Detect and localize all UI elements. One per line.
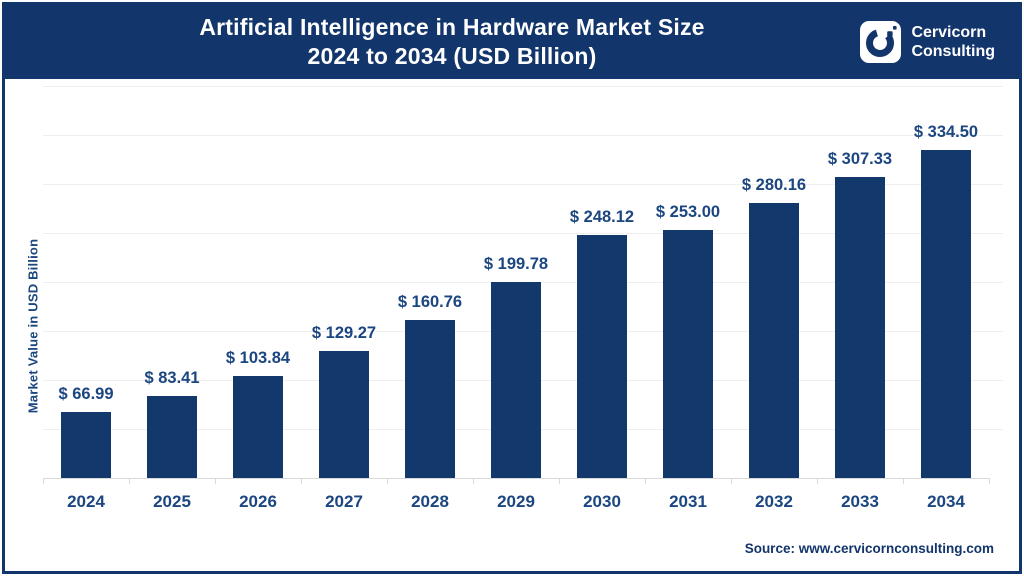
bar-2033 [835,176,885,478]
header-bar: Artificial Intelligence in Hardware Mark… [5,5,1019,79]
chart-title-line1: Artificial Intelligence in Hardware Mark… [199,14,705,40]
logo-text-line2: Consulting [911,43,995,60]
x-axis-label-2027: 2027 [325,492,363,511]
company-logo: Cervicorn Consulting [860,21,995,63]
bar-2032 [749,203,799,478]
x-axis-tick [301,478,302,484]
bar-value-label-2027: $ 129.27 [311,324,377,343]
bar-2025 [147,396,197,478]
logo-badge [860,21,902,63]
x-axis-label-2028: 2028 [411,492,449,511]
bar-2029 [491,282,541,478]
x-axis-line [43,478,990,479]
bar-value-label-2032: $ 280.16 [741,176,807,195]
x-axis-label-2034: 2034 [927,492,965,511]
x-axis-label-2030: 2030 [583,492,621,511]
gridline-250 [43,233,1003,234]
bar-2028 [405,320,455,478]
bar-2026 [233,376,283,478]
logo-text-line1: Cervicorn [911,24,987,41]
bar-2024 [61,412,111,478]
bar-value-label-2024: $ 66.99 [58,385,114,404]
x-axis-tick [731,478,732,484]
logo-text: Cervicorn Consulting [911,23,995,61]
bar-value-label-2029: $ 199.78 [483,255,549,274]
bar-value-label-2033: $ 307.33 [827,149,893,168]
bar-value-label-2028: $ 160.76 [397,293,463,312]
x-axis-tick [473,478,474,484]
x-axis-label-2024: 2024 [67,492,105,511]
bar-value-label-2026: $ 103.84 [225,349,291,368]
x-axis-label-2032: 2032 [755,492,793,511]
bar-2034 [921,150,971,478]
cervicorn-c-icon [866,26,898,57]
x-axis-tick [817,478,818,484]
x-axis-tick [559,478,560,484]
chart-title-line2: 2024 to 2034 (USD Billion) [307,43,597,69]
bar-2027 [319,351,369,478]
x-axis-label-2026: 2026 [239,492,277,511]
gridline-350 [43,135,1003,136]
gridline-400 [43,86,1003,87]
bar-2031 [663,230,713,478]
x-axis-tick [989,478,990,484]
x-axis-label-2029: 2029 [497,492,535,511]
x-axis-tick [645,478,646,484]
x-axis-label-2033: 2033 [841,492,879,511]
bar-value-label-2031: $ 253.00 [655,203,721,222]
x-axis-label-2031: 2031 [669,492,707,511]
bar-value-label-2030: $ 248.12 [569,207,635,226]
bar-value-label-2034: $ 334.50 [913,123,979,142]
x-axis-label-2025: 2025 [153,492,191,511]
source-text: Source: www.cervicornconsulting.com [744,541,994,556]
bar-value-label-2025: $ 83.41 [144,369,200,388]
x-axis-tick [215,478,216,484]
x-axis-tick [903,478,904,484]
x-axis-tick [129,478,130,484]
y-axis-title: Market Value in USD Billion [25,238,41,414]
chart-title: Artificial Intelligence in Hardware Mark… [5,13,1019,71]
x-axis-tick [43,478,44,484]
x-axis-tick [387,478,388,484]
bar-2030 [577,234,627,478]
gridline-300 [43,184,1003,185]
